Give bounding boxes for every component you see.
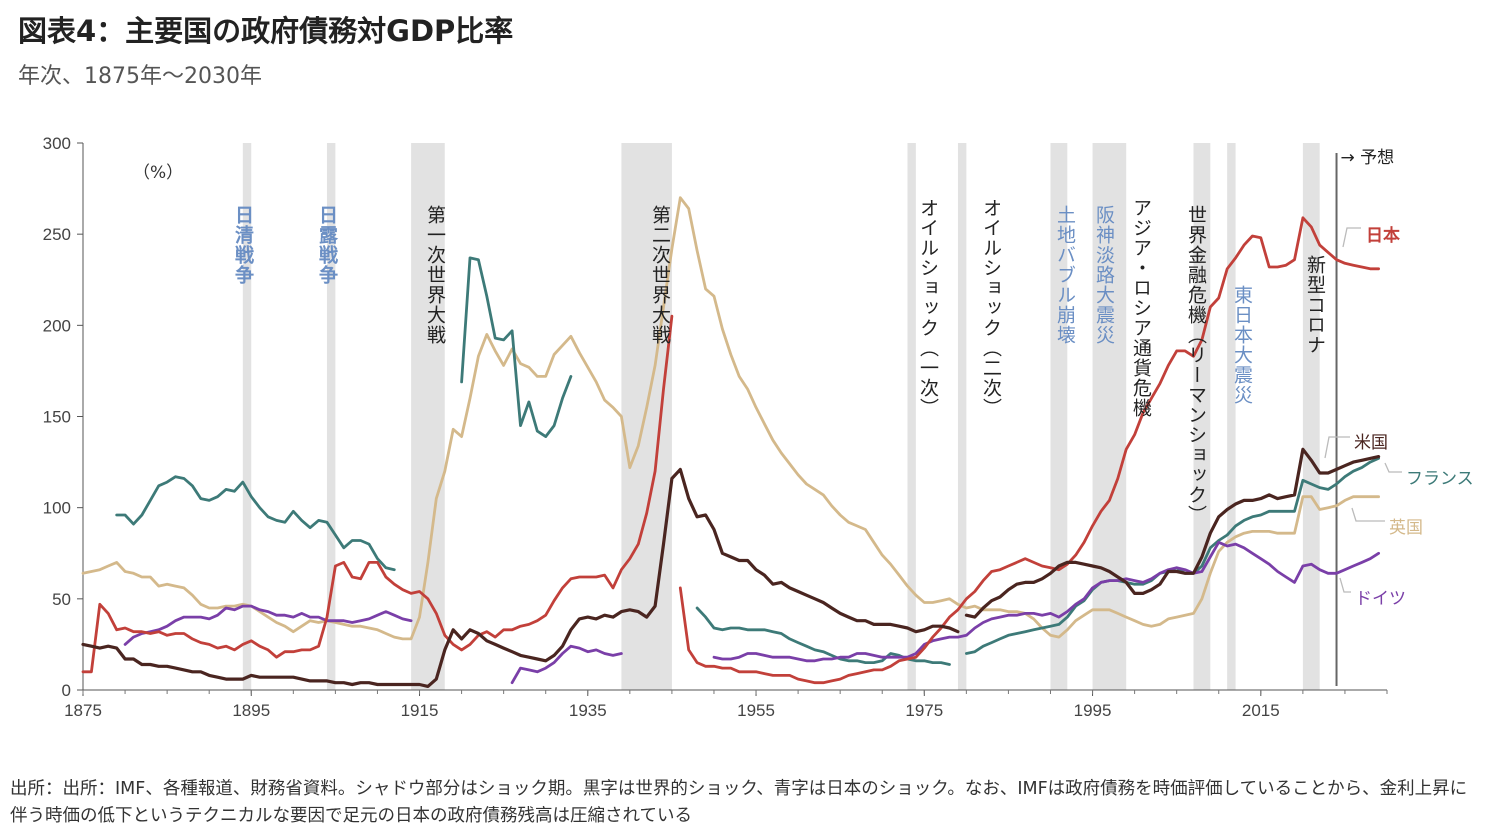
- y-tick-label: 200: [43, 316, 71, 335]
- series-line-france-1: [460, 256, 573, 438]
- shock-label-3: 第二次世界大戦: [649, 205, 671, 345]
- y-tick-label: 100: [43, 499, 71, 518]
- series-line-germany-0: [123, 604, 413, 646]
- x-tick-label: 1955: [737, 701, 775, 720]
- series-line-us-0: [81, 467, 960, 688]
- x-tick-label: 2015: [1242, 701, 1280, 720]
- x-tick-label: 1995: [1074, 701, 1112, 720]
- series-layer: [81, 196, 1381, 688]
- shock-label-0: 日清戦争: [232, 205, 254, 285]
- series-label-japan: 日本: [1366, 225, 1400, 246]
- shock-band-7: [1092, 143, 1127, 690]
- leader-line-germany: [1339, 577, 1351, 593]
- shock-label-7: 阪神淡路大震災: [1093, 205, 1115, 345]
- x-tick-label: 1895: [232, 701, 270, 720]
- forecast-label: → 予想: [1341, 148, 1395, 168]
- y-tick-label: 300: [43, 134, 71, 153]
- series-label-france: フランス: [1406, 469, 1474, 489]
- shock-label-5: オイルショック（二次）: [980, 198, 1002, 418]
- series-label-germany: ドイツ: [1355, 589, 1406, 609]
- series-line-france-0: [115, 475, 396, 572]
- y-tick-label: 50: [52, 590, 71, 609]
- y-tick-label: 150: [43, 408, 71, 427]
- label-layer: 日清戦争 日露戦争 第一次世界大戦 第二次世界大戦 オイルショック（一次） オイルショック…: [232, 198, 1474, 609]
- series-line-germany-1: [510, 644, 623, 685]
- shock-band-6: [1050, 143, 1068, 690]
- x-tick-label: 1975: [905, 701, 943, 720]
- shock-band-5: [957, 143, 967, 690]
- shock-band-8: [1193, 143, 1211, 690]
- series-label-uk: 英国: [1389, 518, 1423, 538]
- shock-band-1: [326, 143, 336, 690]
- chart-subtitle: 年次、1875年〜2030年: [18, 64, 262, 89]
- shock-band-0: [242, 143, 252, 690]
- axes: 0 50 100 150 200 250 300 1875 1895 1915 1935 1955 19…: [43, 134, 1395, 720]
- unit-label: （%）: [133, 163, 183, 183]
- shock-label-11: アジア・ロシア通貨危機: [1130, 198, 1152, 418]
- series-line-uk-0: [81, 196, 1380, 641]
- series-line-us-1: [964, 447, 1381, 619]
- shock-band-4: [907, 143, 916, 690]
- chart-title: 図表4：主要国の政府債務対GDP比率: [18, 14, 514, 48]
- shock-label-1: 日露戦争: [316, 205, 338, 285]
- shock-label-8: 世界金融危機（リーマンショック）: [1185, 205, 1207, 525]
- leader-line-japan: [1342, 227, 1361, 248]
- debt-chart: 0 50 100 150 200 250 300 1875 1895 1915 1935 1955 19…: [43, 134, 1474, 720]
- y-tick-label: 250: [43, 225, 71, 244]
- footnote: 出所：出所：IMF、各種報道、財務省資料。シャドウ部分はショック期。黒字は世界的…: [10, 779, 1468, 826]
- series-line-germany-2: [712, 540, 1380, 663]
- shock-label-6: 土地バブル崩壊: [1054, 205, 1076, 345]
- x-tick-label: 1875: [64, 701, 102, 720]
- shock-band-3: [621, 143, 672, 690]
- shock-band-9: [1227, 143, 1236, 690]
- y-tick-label: 0: [62, 681, 71, 700]
- shock-band-10: [1302, 143, 1320, 690]
- shading-layer: [242, 143, 1320, 690]
- shock-label-10: 新型コロナ: [1304, 255, 1326, 355]
- leader-line-uk: [1351, 507, 1385, 522]
- shock-label-2: 第一次世界大戦: [424, 205, 446, 345]
- x-tick-label: 1915: [401, 701, 439, 720]
- series-line-japan-1: [678, 216, 1380, 685]
- x-tick-label: 1935: [569, 701, 607, 720]
- leader-line-france: [1384, 462, 1402, 473]
- shock-label-9: 東日本大震災: [1231, 285, 1253, 405]
- shock-label-4: オイルショック（一次）: [917, 198, 939, 418]
- series-label-us: 米国: [1354, 433, 1388, 453]
- leader-line-us: [1324, 436, 1350, 459]
- series-line-japan-0: [81, 314, 674, 674]
